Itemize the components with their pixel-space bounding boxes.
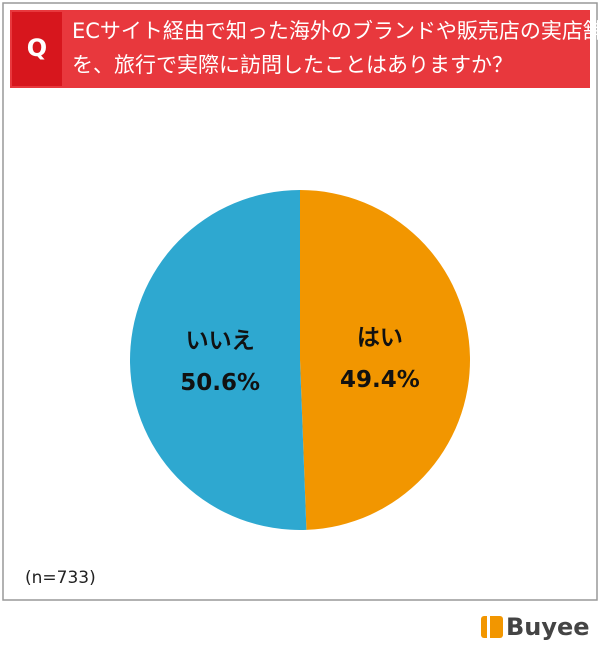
title-line: ECサイト経由で知った海外のブランドや販売店の実店舗 <box>72 19 600 43</box>
badge-box <box>12 12 62 86</box>
logo-icon <box>481 616 503 638</box>
title-banner <box>10 10 590 88</box>
slice-label: いいえ <box>186 328 255 354</box>
logo-icon <box>487 616 490 638</box>
brand-logo: Buyee <box>481 613 590 641</box>
slice-label: はい <box>357 325 403 351</box>
brand: Buyee <box>506 613 590 641</box>
pie-slice <box>300 190 471 530</box>
value-label: 49.4% <box>340 367 420 393</box>
badge: Q <box>27 34 47 62</box>
title-line: を、旅行で実際に訪問したことはありますか？ <box>72 53 513 77</box>
value-label: 50.6% <box>180 370 260 396</box>
sample-note: (n=733) <box>25 568 96 588</box>
pie-slice <box>130 190 307 530</box>
